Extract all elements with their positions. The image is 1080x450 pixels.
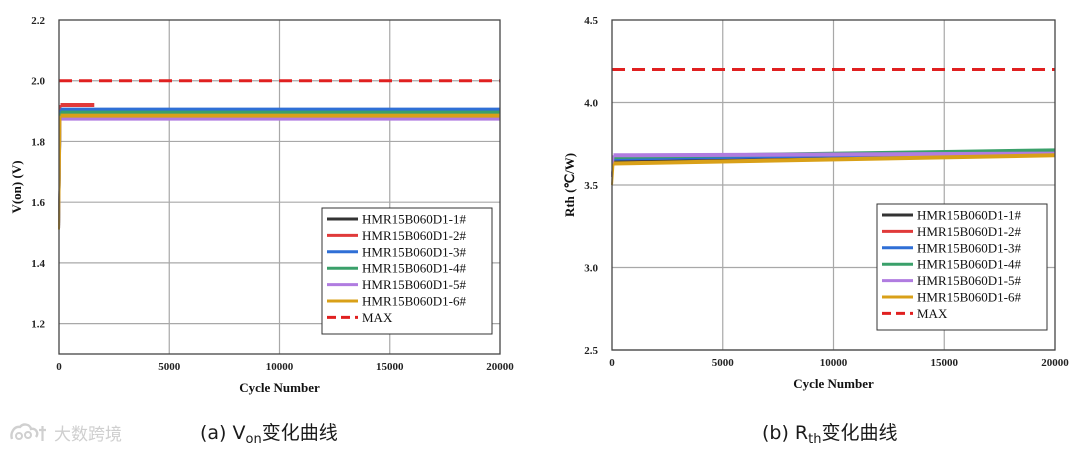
- chart-b-ytick-label: 3.5: [584, 180, 598, 192]
- chart-b-legend-label: HMR15B060D1-3#: [917, 240, 1022, 255]
- chart-b-legend: HMR15B060D1-1#HMR15B060D1-2#HMR15B060D1-…: [876, 203, 1048, 331]
- chart-a-ytick-label: 1.6: [31, 197, 45, 209]
- chart-b-legend-label: HMR15B060D1-4#: [917, 257, 1022, 272]
- chart-b-legend-label: HMR15B060D1-2#: [917, 224, 1022, 239]
- chart-a-ytick-label: 1.4: [31, 258, 45, 270]
- caption-a-suffix: 变化曲线: [261, 422, 338, 444]
- chart-a-legend-label: HMR15B060D1-6#: [362, 294, 467, 309]
- watermark-logo-icon: [10, 422, 46, 441]
- chart-b-ytick-label: 4.5: [584, 15, 598, 27]
- chart-a-xtick-label: 15000: [376, 361, 404, 373]
- chart-b-ytick-label: 4.0: [584, 98, 598, 110]
- watermark-text: 大数跨境: [54, 425, 122, 445]
- caption-a-subscript: on: [245, 432, 262, 447]
- chart-a-legend-label: HMR15B060D1-5#: [362, 277, 467, 292]
- chart-a-xtick-label: 5000: [158, 361, 181, 373]
- chart-b-series-hmr15b060d1-6-line: [613, 153, 1056, 166]
- chart-b-xtick-label: 5000: [712, 357, 735, 369]
- chart-a-xlabel: Cycle Number: [239, 380, 320, 395]
- chart-a-legend-label: HMR15B060D1-4#: [362, 261, 467, 276]
- chart-a-legend: HMR15B060D1-1#HMR15B060D1-2#HMR15B060D1-…: [321, 207, 493, 335]
- chart-b-legend-label: HMR15B060D1-6#: [917, 290, 1022, 305]
- watermark: 大数跨境: [8, 420, 122, 445]
- caption-b: (b) Rth变化曲线: [762, 418, 898, 447]
- chart-a-voltage: 0 5000 10000 15000 20000 1.2 1.4 1.6 1.8 2.0 2.2 Cy…: [9, 15, 514, 395]
- caption-a-prefix: (a) V: [200, 422, 246, 444]
- chart-b-xtick-label: 0: [609, 357, 615, 369]
- chart-b-xtick-label: 20000: [1041, 357, 1069, 369]
- chart-b-ytick-label: 3.0: [584, 263, 598, 275]
- chart-a-xtick-label: 20000: [486, 361, 514, 373]
- caption-b-subscript: th: [808, 432, 822, 447]
- chart-a-ytick-label: 2.2: [31, 15, 45, 27]
- chart-a-ytick-label: 2.0: [31, 76, 45, 88]
- chart-b-frame: [611, 19, 1056, 351]
- chart-b-legend-box: [876, 203, 1048, 331]
- chart-a-legend-label: HMR15B060D1-2#: [362, 228, 467, 243]
- caption-b-prefix: (b) R: [762, 422, 809, 444]
- caption-b-suffix: 变化曲线: [821, 422, 898, 444]
- chart-a-legend-box: [321, 207, 493, 335]
- chart-a-legend-label: MAX: [362, 310, 393, 325]
- chart-b-xtick-label: 15000: [931, 357, 959, 369]
- chart-a-legend-label: HMR15B060D1-1#: [362, 212, 467, 227]
- chart-b-thermal-resistance: 0 5000 10000 15000 20000 2.5 3.0 3.5 4.0 4.5 Cycle…: [562, 15, 1069, 391]
- chart-b-legend-label: MAX: [917, 306, 948, 321]
- chart-a-ytick-label: 1.8: [31, 136, 45, 148]
- chart-a-frame: [58, 19, 501, 355]
- chart-b-series-hmr15b060d1-5-line: [613, 151, 1056, 158]
- chart-b-ytick-label: 2.5: [584, 345, 598, 357]
- chart-a-legend-label: HMR15B060D1-3#: [362, 244, 467, 259]
- chart-b-legend-label: HMR15B060D1-1#: [917, 208, 1022, 223]
- caption-a: (a) Von变化曲线: [200, 418, 338, 447]
- chart-a-xtick-label: 10000: [266, 361, 294, 373]
- chart-a-xtick-label: 0: [56, 361, 62, 373]
- chart-b-xtick-label: 10000: [820, 357, 848, 369]
- chart-b-legend-label: HMR15B060D1-5#: [917, 273, 1022, 288]
- chart-b-ylabel: Rth (℃/W): [562, 153, 577, 217]
- chart-b-xlabel: Cycle Number: [793, 376, 874, 391]
- chart-a-ylabel: V(on) (V): [9, 160, 24, 213]
- chart-a-ytick-label: 1.2: [31, 319, 45, 331]
